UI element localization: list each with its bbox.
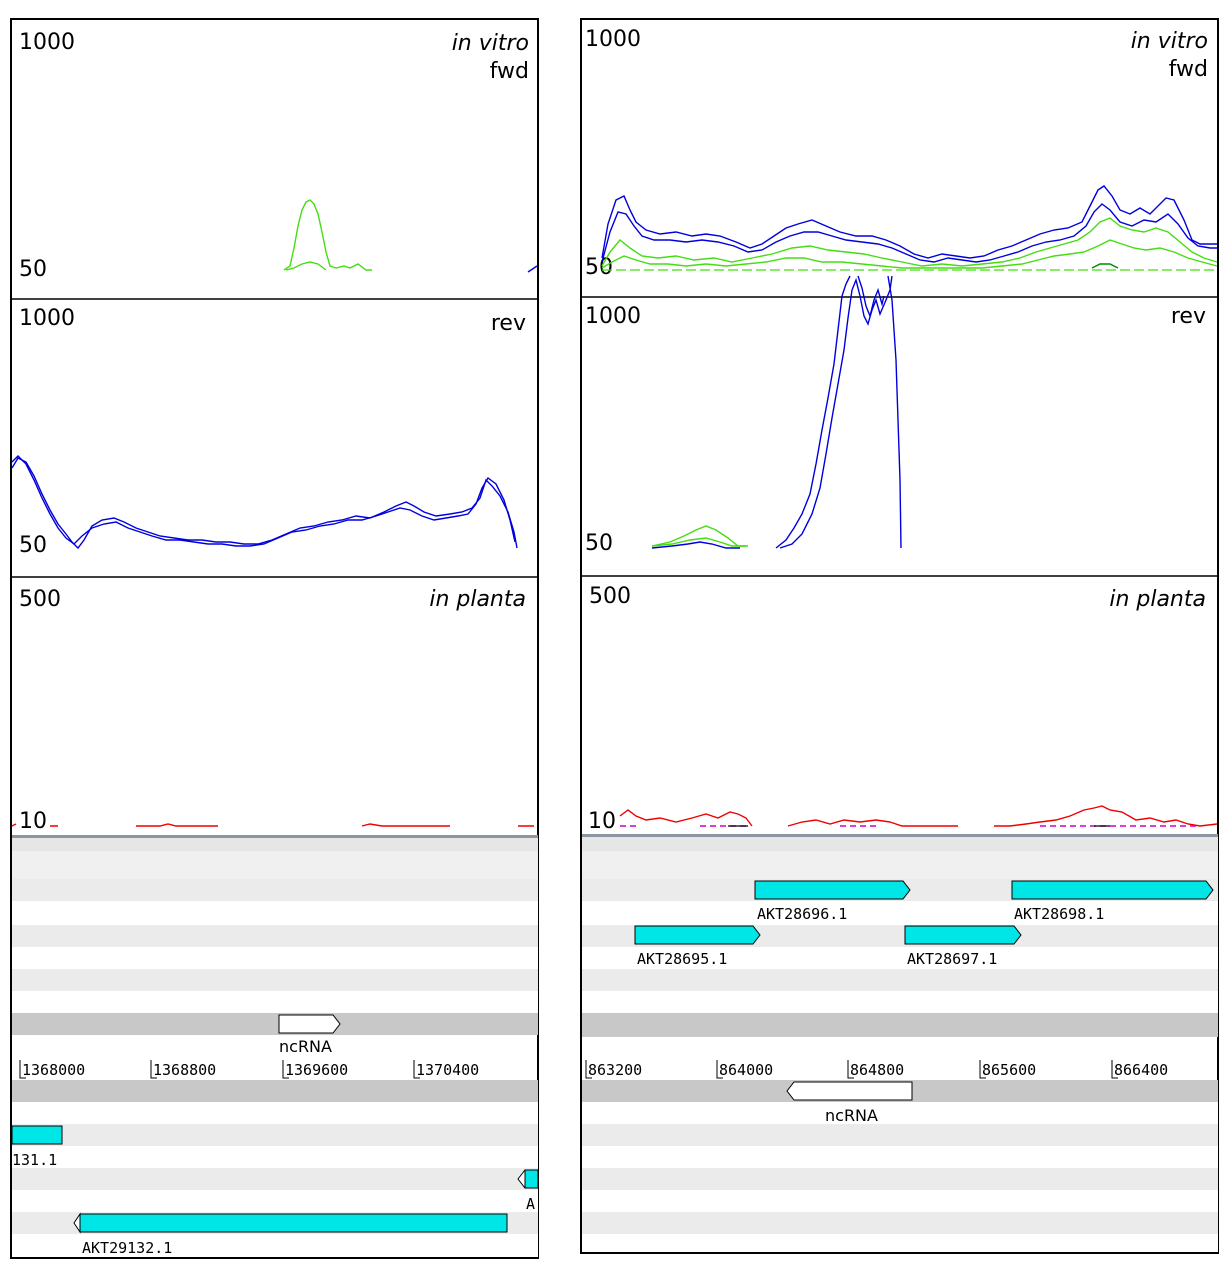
planta-axis-min: 10 (19, 809, 47, 834)
fwd-coverage-track[interactable]: 1000 50 in vitro fwd (19, 30, 538, 282)
planta-axis-min: 10 (588, 809, 616, 834)
fwd-coverage-track[interactable]: 1000 50 in vitro fwd (585, 27, 1218, 280)
fwd-axis-min: 50 (585, 255, 613, 280)
rev-coverage-track[interactable]: 1000 50 rev (585, 275, 1206, 556)
gene-label: AKT29132.1 (82, 1239, 172, 1257)
fwd-coverage-line (527, 265, 538, 273)
ncrna-feature[interactable]: ncRNA (786, 1081, 913, 1125)
gene-feature[interactable]: AKT28695.1 (634, 925, 761, 968)
fwd-strand-label: fwd (490, 59, 529, 84)
planta-axis-max: 500 (589, 584, 631, 609)
rev-axis-min: 50 (585, 531, 613, 556)
gene-feature[interactable]: AKT28697.1 (904, 925, 1022, 968)
ruler-tick-label: 864800 (850, 1061, 904, 1079)
genome-browser-panel-left: 1000 50 in vitro fwd 1000 50 rev 500 10 … (10, 0, 540, 1261)
track-splitter-grip[interactable] (582, 837, 1218, 851)
right-panel-frame (580, 18, 1219, 1254)
ruler-tick-label: 865600 (982, 1061, 1036, 1079)
in-planta-coverage-track[interactable]: 500 10 in planta (588, 584, 1218, 834)
rev-coverage-line (851, 275, 893, 326)
planta-coverage-line (619, 805, 1218, 827)
ncrna-label: ncRNA (825, 1106, 878, 1125)
ncrna-label: ncRNA (279, 1037, 332, 1056)
track-splitter-grip[interactable] (12, 838, 538, 851)
ruler-tick-label: 863200 (588, 1061, 642, 1079)
gene-feature[interactable]: AKT28696.1 (754, 880, 911, 923)
gene-label: AKT28695.1 (637, 950, 727, 968)
left-panel-frame (10, 18, 539, 1259)
fwd-strand-label: fwd (1169, 57, 1208, 82)
gene-label: AKT28696.1 (757, 905, 847, 923)
fwd-axis-min: 50 (19, 257, 47, 282)
rev-coverage-line (11, 455, 516, 547)
rev-coverage-line (651, 537, 746, 547)
rev-axis-max: 1000 (585, 304, 641, 329)
ruler-tick-label: 1368800 (153, 1061, 216, 1079)
rev-coverage-line (841, 275, 902, 549)
fwd-axis-max: 1000 (19, 30, 75, 55)
fwd-condition-label: in vitro (452, 31, 529, 56)
fwd-coverage-line (601, 217, 1218, 267)
track-splitter[interactable] (582, 834, 1218, 837)
coordinate-ruler: 863200 864000 864800 865600 866400 (585, 1060, 1168, 1079)
planta-condition-label: in planta (1109, 587, 1206, 612)
gene-feature[interactable]: A (517, 1169, 539, 1213)
fwd-coverage-line (601, 185, 1217, 259)
gene-feature[interactable]: AKT28698.1 (1011, 880, 1214, 923)
in-planta-coverage-track[interactable]: 500 10 in planta (11, 587, 534, 834)
ncrna-feature[interactable]: ncRNA (278, 1014, 341, 1056)
planta-condition-label: in planta (429, 587, 526, 612)
fwd-coverage-line (285, 261, 327, 271)
gene-label: 131.1 (12, 1151, 57, 1169)
rev-coverage-line (779, 289, 853, 549)
rev-strand-label: rev (491, 311, 526, 336)
rev-strand-label: rev (1171, 304, 1206, 329)
rev-coverage-line (651, 541, 740, 549)
ruler-tick-label: 864000 (719, 1061, 773, 1079)
planta-axis-max: 500 (19, 587, 61, 612)
fwd-axis-max: 1000 (585, 27, 641, 52)
gene-feature[interactable]: 131.1 (11, 1125, 63, 1169)
ruler-tick-label: 1368000 (22, 1061, 85, 1079)
coordinate-ruler: 1368000 1368800 1369600 1370400 (19, 1060, 479, 1079)
rev-axis-max: 1000 (19, 306, 75, 331)
track-splitter[interactable] (12, 835, 538, 838)
fwd-coverage-line (1091, 263, 1119, 269)
fwd-condition-label: in vitro (1131, 29, 1208, 54)
gene-label: A (526, 1195, 535, 1213)
fwd-coverage-line (283, 199, 372, 271)
right-panel-svg: 1000 50 in vitro fwd 1000 50 rev 500 10 … (580, 18, 1219, 1254)
rev-coverage-line (775, 295, 843, 549)
fwd-coverage-line (601, 239, 1218, 269)
gene-label: AKT28698.1 (1014, 905, 1104, 923)
ruler-tick-label: 866400 (1114, 1061, 1168, 1079)
gene-label: AKT28697.1 (907, 950, 997, 968)
rev-coverage-track[interactable]: 1000 50 rev (11, 306, 526, 558)
rev-coverage-line (651, 525, 748, 547)
ruler-tick-label: 1370400 (416, 1061, 479, 1079)
rev-axis-min: 50 (19, 533, 47, 558)
fwd-coverage-line (601, 203, 1217, 263)
gene-feature[interactable]: AKT29132.1 (73, 1212, 508, 1257)
genome-browser-panel-right: 1000 50 in vitro fwd 1000 50 rev 500 10 … (580, 0, 1220, 1261)
ruler-tick-label: 1369600 (285, 1061, 348, 1079)
planta-coverage-line (11, 823, 534, 827)
left-panel-svg: 1000 50 in vitro fwd 1000 50 rev 500 10 … (10, 18, 539, 1259)
